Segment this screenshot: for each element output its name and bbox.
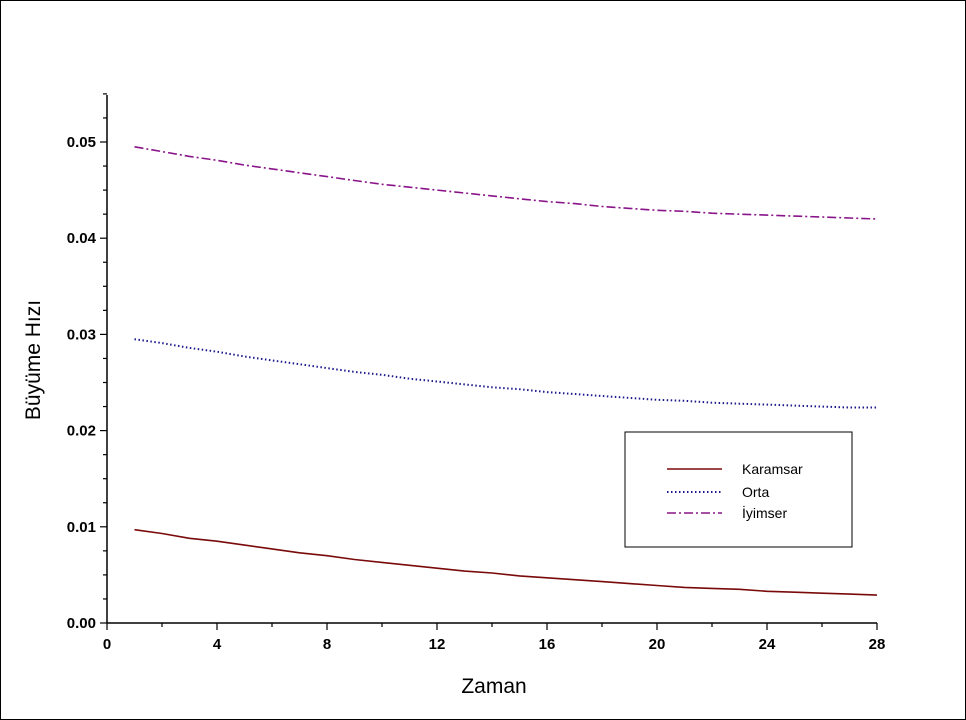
- legend-box: [624, 431, 853, 548]
- x-tick-label: 0: [103, 636, 111, 653]
- x-tick-label: 16: [539, 636, 556, 653]
- y-tick-label: 0.01: [67, 519, 96, 536]
- legend-label: Orta: [742, 484, 769, 500]
- x-tick-label: 28: [869, 636, 886, 653]
- series-lines: [134, 146, 878, 596]
- x-tick-label: 8: [323, 636, 331, 653]
- legend-label: Karamsar: [742, 461, 803, 477]
- x-tick-label: 4: [213, 636, 222, 653]
- x-tick-label: 24: [759, 636, 776, 653]
- y-tick-label: 0.02: [67, 423, 96, 440]
- x-ticks: 0 4 8 12 16 20 24 28: [103, 623, 886, 653]
- x-axis-title: Zaman: [461, 675, 526, 698]
- y-tick-label: 0.00: [67, 615, 96, 632]
- legend-label: İyimser: [742, 504, 787, 521]
- y-tick-label: 0.03: [67, 326, 96, 343]
- legend: Karamsar Orta İyimser: [624, 431, 853, 548]
- y-ticks: 0.00 0.01 0.02 0.03 0.04 0.05: [67, 93, 107, 632]
- y-axis-title: Büyüme Hızı: [22, 300, 45, 420]
- x-tick-label: 20: [649, 636, 666, 653]
- x-tick-label: 12: [429, 636, 446, 653]
- series-line-1: [134, 528, 878, 596]
- y-tick-label: 0.04: [67, 230, 97, 247]
- series-line-3: [134, 146, 878, 220]
- y-tick-label: 0.05: [67, 134, 96, 151]
- series-line-2: [134, 338, 877, 409]
